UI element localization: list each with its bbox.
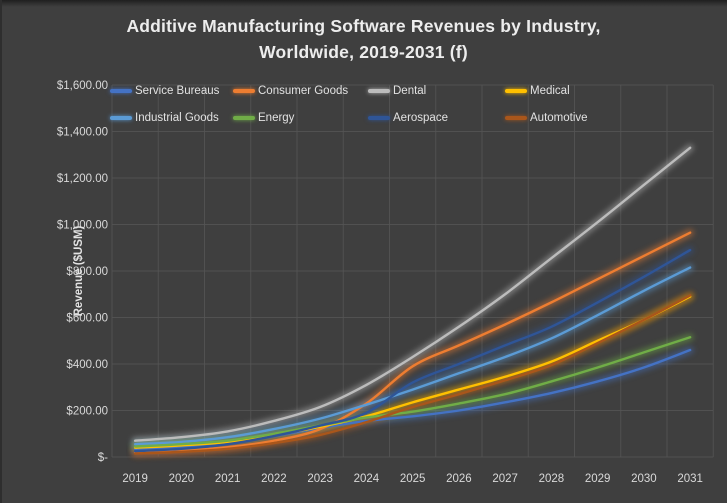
x-axis-tick-label: 2025 (400, 473, 426, 485)
chart-title-line-2: Worldwide, 2019-2031 (f) (259, 42, 468, 62)
legend-label: Automotive (530, 112, 588, 124)
x-axis-tick-label: 2019 (122, 473, 148, 485)
series-line-aerospace (133, 248, 692, 453)
legend-label: Medical (530, 85, 570, 97)
legend-label: Dental (393, 85, 427, 97)
legend-line-swatch (110, 116, 132, 120)
x-axis-tick-label: 2026 (446, 473, 472, 485)
legend-line-swatch (368, 116, 390, 120)
legend-label: Service Bureaus (135, 85, 220, 97)
y-axis-tick-label: $200.00 (66, 406, 108, 418)
legend-label: Aerospace (393, 112, 448, 124)
window-left-edge (0, 0, 2, 503)
series-line-dental (133, 146, 692, 442)
y-axis-tick-label: $400.00 (66, 359, 108, 371)
legend-entry-energy: Energy (233, 111, 294, 125)
legend-line-swatch (505, 89, 527, 93)
legend-entry-automotive: Automotive (505, 111, 588, 125)
x-axis-tick-label: 2024 (354, 473, 380, 485)
legend-label: Energy (258, 112, 295, 124)
legend-entry-industrial-goods: Industrial Goods (110, 111, 219, 125)
series-glow-medical (131, 293, 694, 452)
legend-entry-aerospace: Aerospace (368, 111, 448, 125)
x-axis-tick-label: 2029 (585, 473, 611, 485)
series-glow-aerospace (131, 246, 694, 455)
legend-entry-dental: Dental (368, 84, 426, 98)
legend-line-swatch (233, 116, 255, 120)
chart-title: Additive Manufacturing Software Revenues… (0, 13, 727, 65)
x-axis-tick-label: 2022 (261, 473, 287, 485)
legend-entry-consumer-goods: Consumer Goods (233, 84, 348, 98)
y-axis-tick-label: $- (98, 452, 108, 464)
y-axis-tick-label: $800.00 (66, 266, 108, 278)
chart-title-line-1: Additive Manufacturing Software Revenues… (126, 16, 601, 36)
y-axis-tick-label: $1,600.00 (57, 80, 108, 92)
x-axis-tick-label: 2031 (677, 473, 703, 485)
series-line-medical (133, 295, 692, 449)
series-line-industrial-goods (133, 266, 692, 446)
y-axis-tick-label: $1,200.00 (57, 173, 108, 185)
y-axis-tick-label: $1,400.00 (57, 127, 108, 139)
legend-entry-service-bureaus: Service Bureaus (110, 84, 219, 98)
series-line-energy (133, 336, 692, 448)
y-axis-tick-label: $600.00 (66, 313, 108, 325)
legend-line-swatch (233, 89, 255, 93)
x-axis-tick-label: 2023 (307, 473, 333, 485)
y-axis-tick-label: $1,000.00 (57, 220, 108, 232)
x-axis-tick-label: 2028 (539, 473, 565, 485)
legend-label: Consumer Goods (258, 85, 349, 97)
x-axis-tick-label: 2020 (169, 473, 195, 485)
window-top-edge (0, 0, 727, 7)
x-axis-tick-label: 2021 (215, 473, 241, 485)
series-line-consumer-goods (133, 231, 692, 454)
legend-entry-medical: Medical (505, 84, 570, 98)
legend-line-swatch (505, 116, 527, 120)
x-axis-tick-label: 2027 (492, 473, 518, 485)
legend-line-swatch (368, 89, 390, 93)
x-axis-tick-label: 2030 (631, 473, 657, 485)
legend-label: Industrial Goods (135, 112, 219, 124)
legend-line-swatch (110, 89, 132, 93)
y-axis-title: Revenue ($USM) (73, 225, 85, 316)
series-line-automotive (133, 294, 692, 455)
